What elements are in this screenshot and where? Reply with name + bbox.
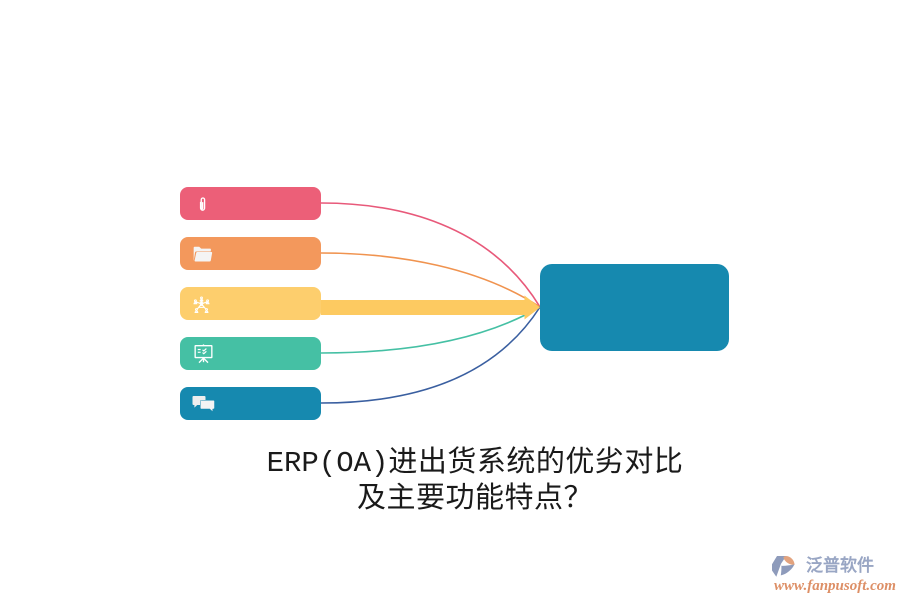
svg-text:www.fanpusoft.com: www.fanpusoft.com	[774, 578, 896, 594]
svg-text:泛普软件: 泛普软件	[806, 555, 874, 575]
